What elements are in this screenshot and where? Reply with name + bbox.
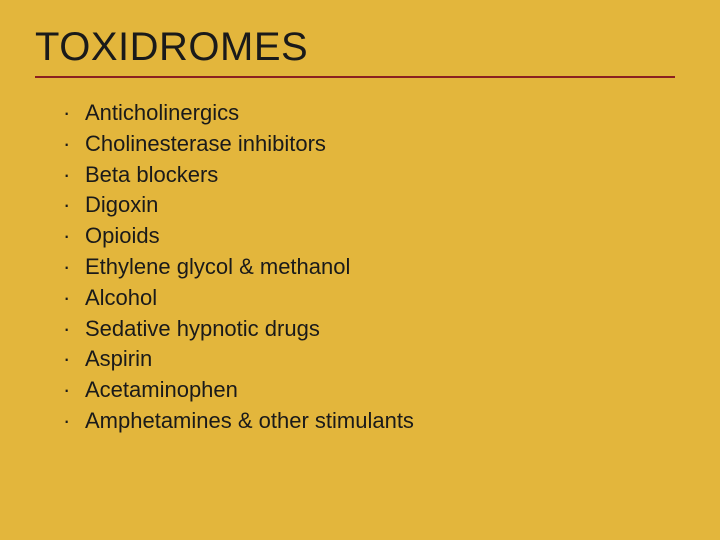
list-item: Amphetamines & other stimulants (63, 406, 685, 437)
slide-title: TOXIDROMES (35, 25, 685, 70)
list-item: Acetaminophen (63, 375, 685, 406)
title-divider (35, 76, 675, 78)
slide-container: TOXIDROMES Anticholinergics Cholinestera… (0, 0, 720, 540)
list-item: Sedative hypnotic drugs (63, 314, 685, 345)
list-item: Digoxin (63, 190, 685, 221)
list-item: Beta blockers (63, 160, 685, 191)
list-item: Aspirin (63, 344, 685, 375)
list-item: Opioids (63, 221, 685, 252)
list-item: Alcohol (63, 283, 685, 314)
list-item: Anticholinergics (63, 98, 685, 129)
toxidromes-list: Anticholinergics Cholinesterase inhibito… (35, 98, 685, 437)
list-item: Cholinesterase inhibitors (63, 129, 685, 160)
list-item: Ethylene glycol & methanol (63, 252, 685, 283)
